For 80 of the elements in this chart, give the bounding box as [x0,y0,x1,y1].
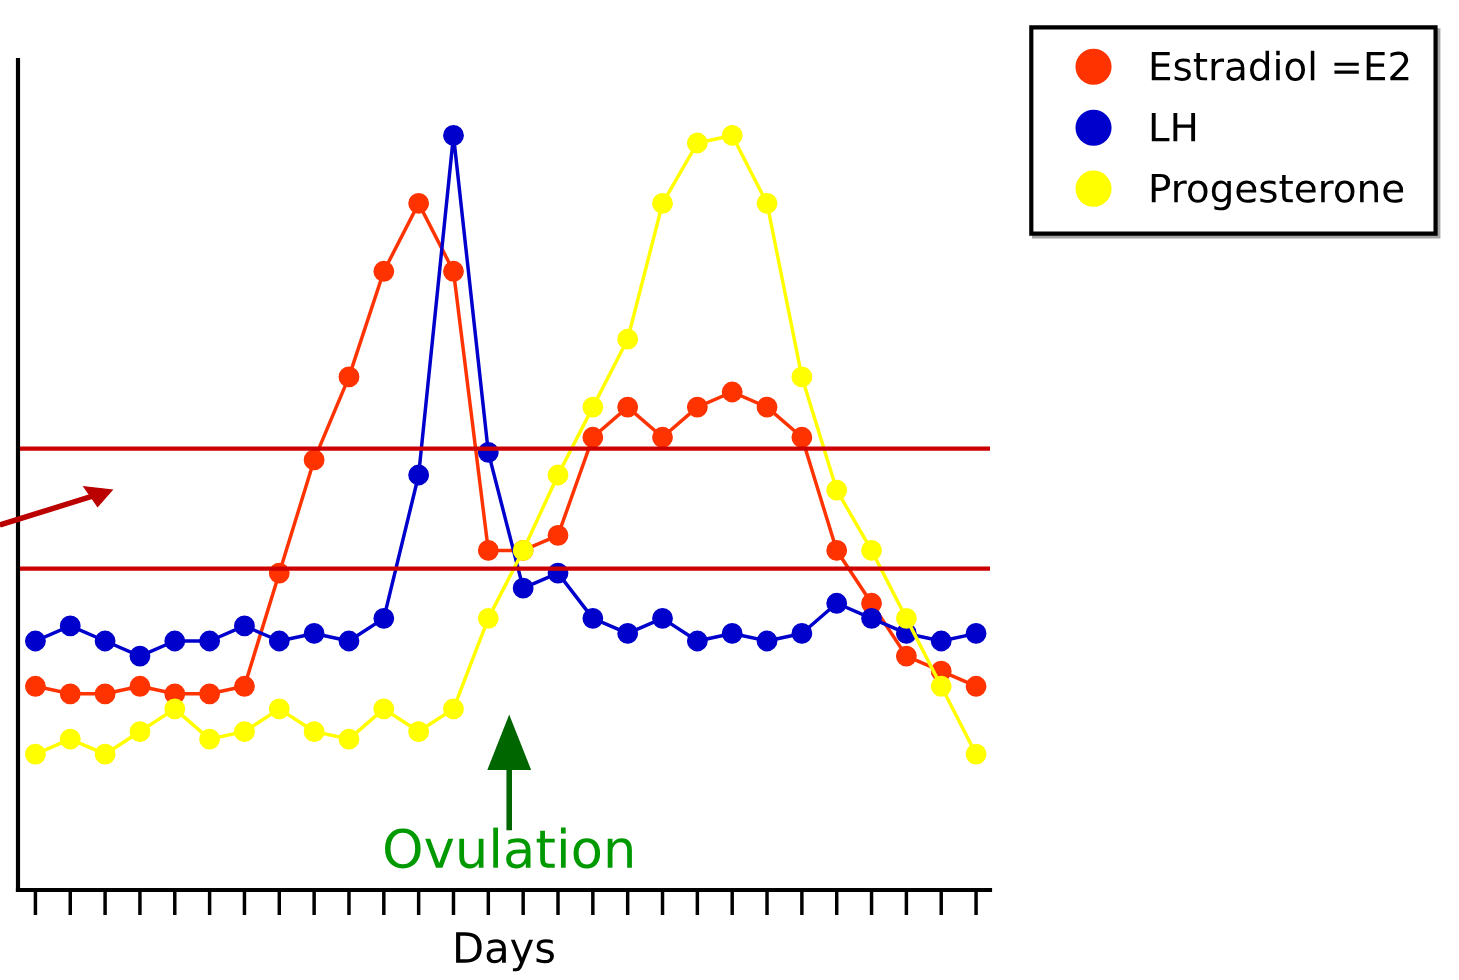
point [234,615,255,637]
point [721,623,743,644]
legend-label: Progesterone [1151,173,1404,211]
point [791,426,813,448]
point [617,396,639,418]
point [59,728,81,750]
point [59,683,81,705]
point [373,260,395,282]
point [303,623,325,644]
point [129,721,151,742]
legend-label: LH [1151,112,1196,142]
point [129,675,151,697]
point [930,630,952,652]
point [652,426,673,448]
point [25,630,46,652]
point [303,449,325,471]
legend-label: Estradiol =E2 [1151,50,1409,81]
point [652,607,673,629]
point [443,260,464,282]
point [373,698,395,720]
point [652,192,673,214]
point [443,698,464,720]
point [94,630,116,652]
point [895,645,917,667]
point [164,698,186,720]
point [791,623,813,644]
point [547,524,569,546]
x-axis-title: Days [456,932,554,972]
point [617,623,639,644]
point [234,675,255,697]
point [129,645,151,667]
point [199,630,221,652]
point [338,728,360,750]
point [443,125,464,146]
point [199,728,221,750]
point [512,577,534,599]
point [408,464,430,486]
point [94,683,116,705]
point [582,396,604,418]
point [338,366,360,388]
point [199,683,221,705]
point [268,630,290,652]
point [477,540,499,561]
point [234,721,255,742]
point [756,396,778,418]
point [826,592,848,614]
point [965,743,987,765]
point [686,132,708,154]
point [338,630,360,652]
point [582,426,604,448]
point [408,721,430,742]
point [686,396,708,418]
point [861,607,882,629]
point [826,479,848,501]
point [756,192,778,214]
point [861,540,882,561]
point [25,743,46,765]
point [930,675,952,697]
point [582,607,604,629]
point [59,615,81,637]
point [477,607,499,629]
point [826,540,848,561]
point [895,607,917,629]
annotation: Ovulation [385,827,632,869]
point [25,675,46,697]
point [617,328,639,350]
point [373,607,395,629]
point [721,125,743,146]
point [686,630,708,652]
point [721,381,743,403]
point [756,630,778,652]
point [408,192,430,214]
point [965,623,987,644]
point [164,630,186,652]
point [268,698,290,720]
point [547,464,569,486]
point [965,675,987,697]
point [791,366,813,388]
point [94,743,116,765]
point [303,721,325,742]
